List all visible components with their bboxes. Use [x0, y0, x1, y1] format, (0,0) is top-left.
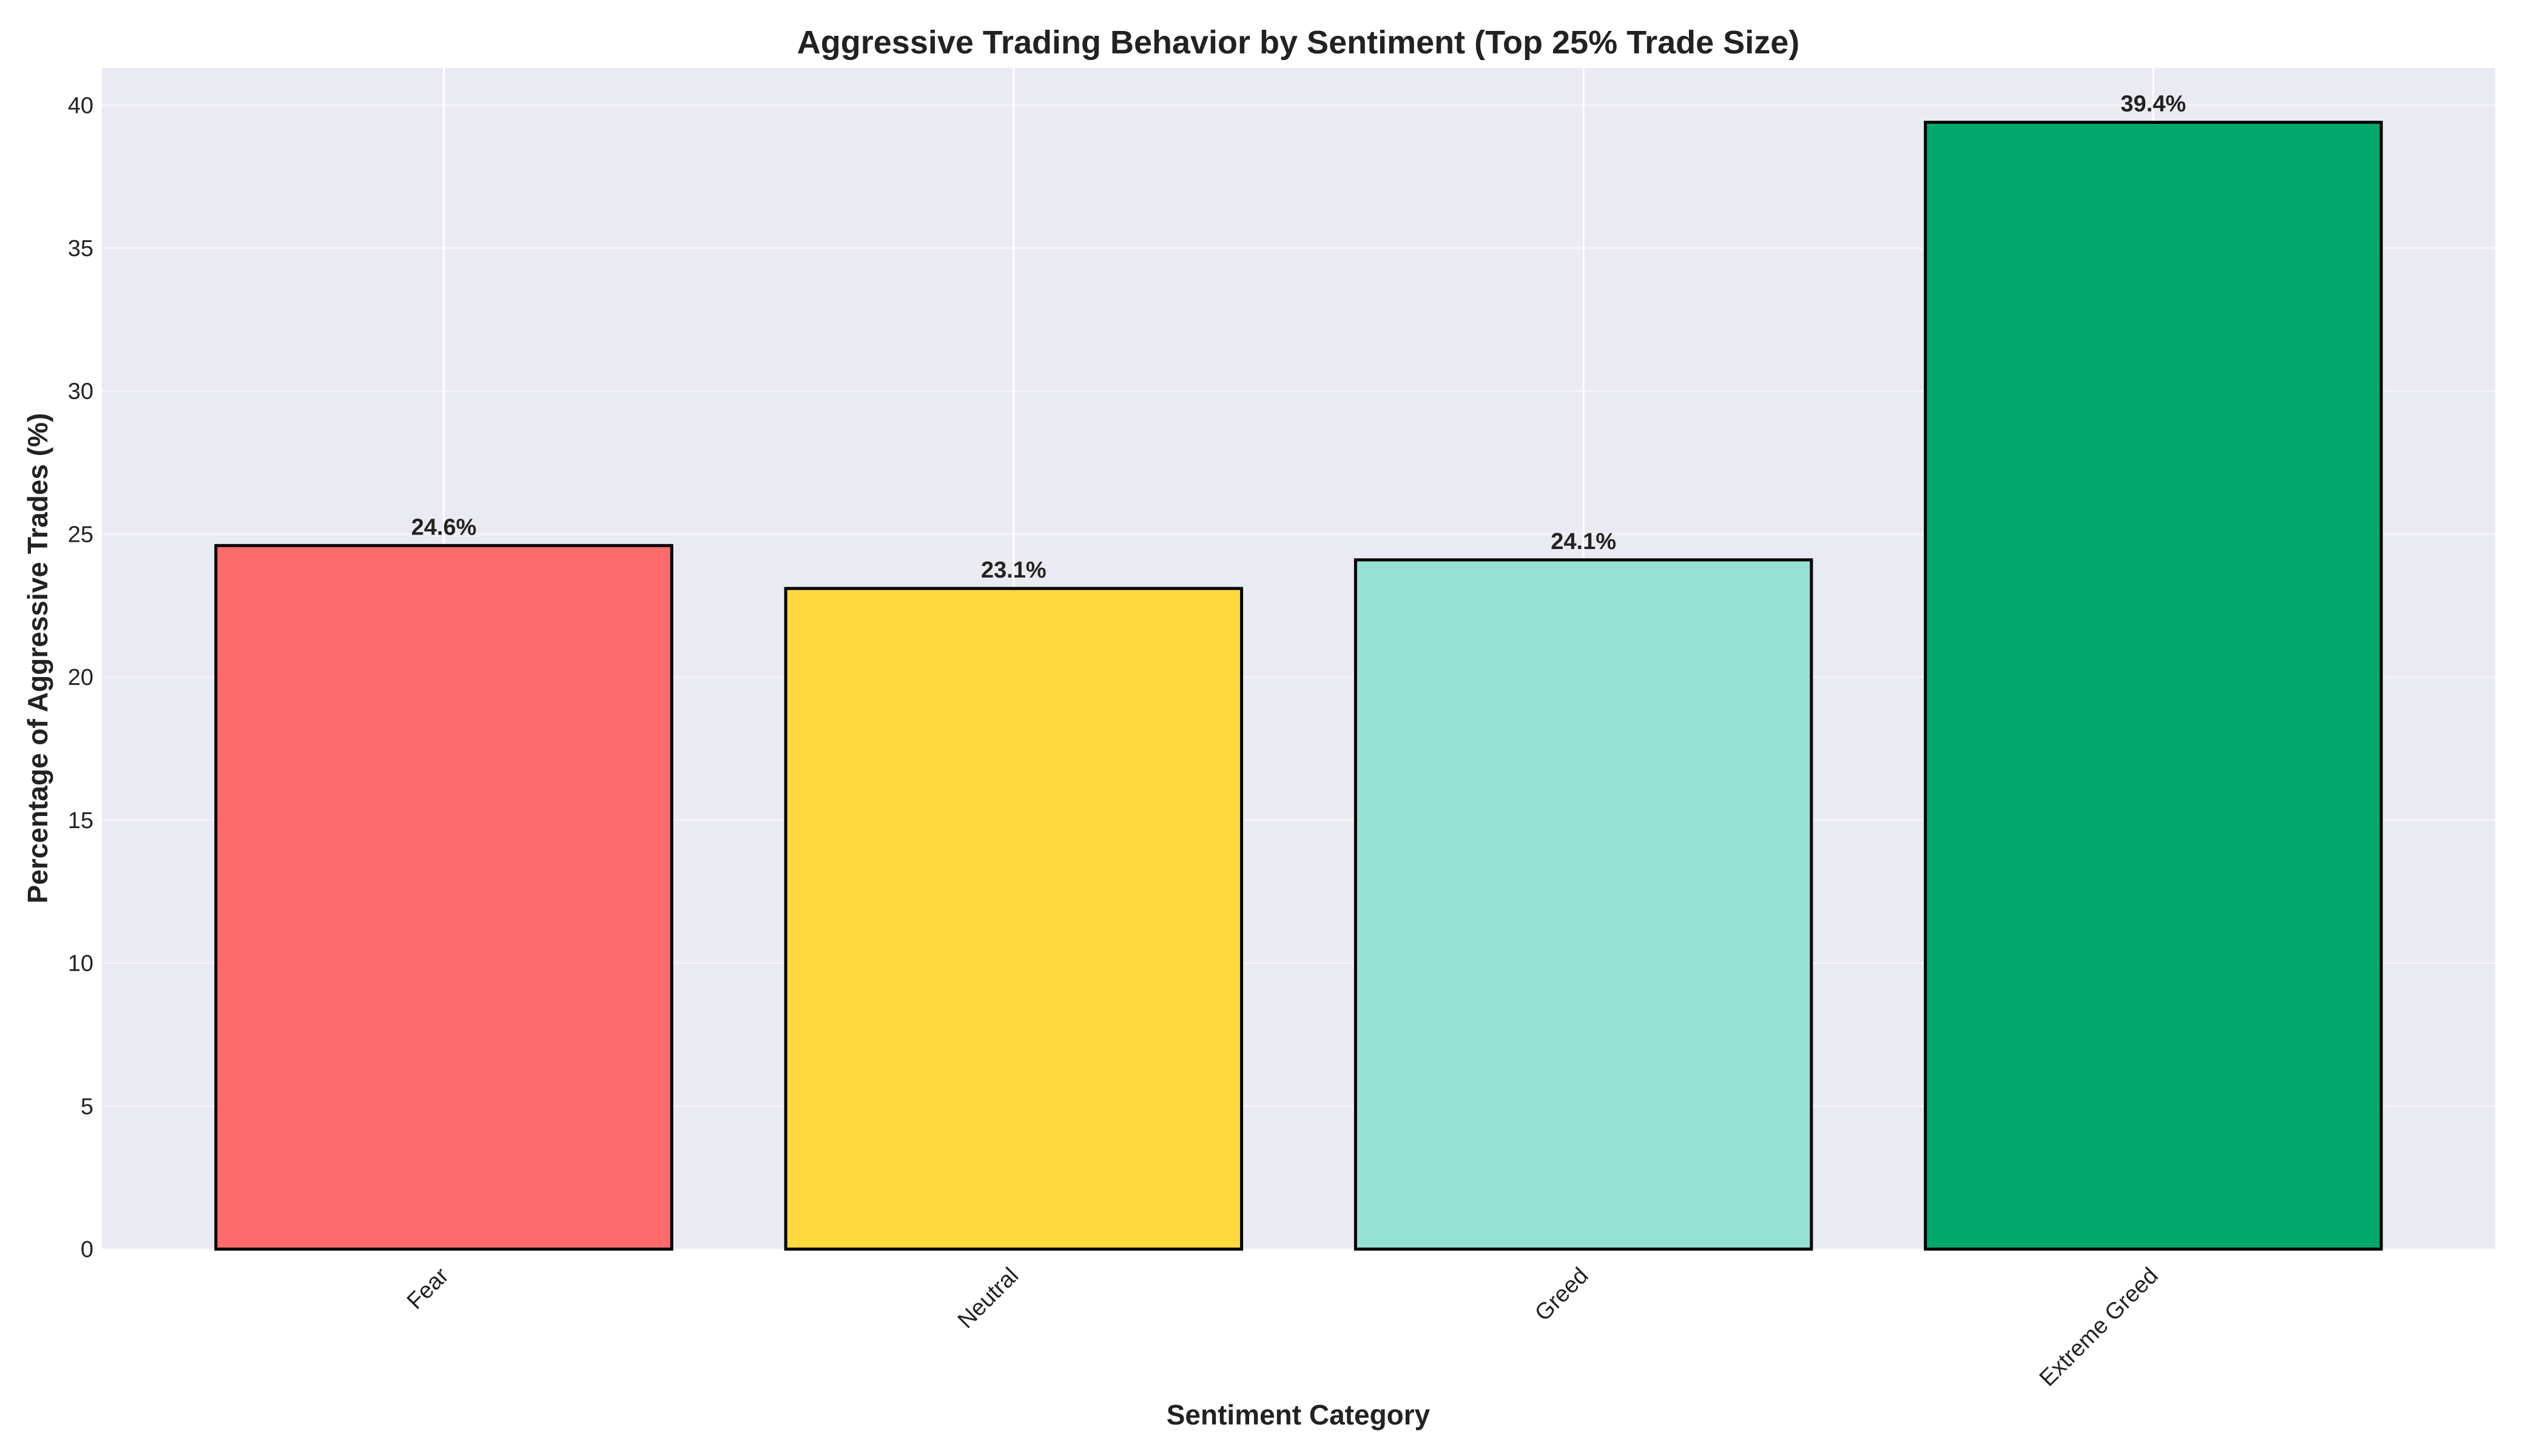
bar-greed [1353, 558, 1813, 1251]
chart-title: Aggressive Trading Behavior by Sentiment… [797, 24, 1799, 61]
y-tick-label: 35 [68, 236, 93, 261]
data-labels: 24.6% 23.1% 24.1% 39.4% [411, 92, 2186, 583]
y-axis-label: Percentage of Aggressive Trades (%) [22, 413, 53, 904]
y-tick-label: 0 [81, 1237, 93, 1262]
bar-extreme-greed [1924, 121, 2383, 1251]
y-tick-label: 20 [68, 665, 93, 690]
x-tick-label: Extreme Greed [2035, 1263, 2163, 1392]
y-axis-ticks: 0 5 10 15 20 25 30 35 40 [68, 93, 93, 1262]
x-axis-label: Sentiment Category [1167, 1399, 1431, 1431]
y-tick-label: 10 [68, 951, 93, 977]
x-tick-label: Fear [402, 1262, 454, 1314]
y-tick-label: 25 [68, 522, 93, 547]
x-axis-ticks: Fear Neutral Greed Extreme Greed [402, 1262, 2163, 1391]
bars [214, 121, 2383, 1251]
bar-neutral [784, 587, 1244, 1251]
bar-value-label: 23.1% [981, 558, 1046, 583]
y-tick-label: 15 [68, 808, 93, 834]
x-tick-label: Neutral [953, 1263, 1023, 1333]
y-tick-label: 40 [68, 93, 93, 118]
y-tick-label: 5 [81, 1094, 93, 1119]
bar-value-label: 39.4% [2121, 92, 2186, 117]
bar-value-label: 24.6% [411, 514, 477, 540]
bar-fear [214, 544, 673, 1251]
bar-value-label: 24.1% [1551, 529, 1616, 554]
x-tick-label: Greed [1530, 1263, 1593, 1326]
y-tick-label: 30 [68, 379, 93, 405]
